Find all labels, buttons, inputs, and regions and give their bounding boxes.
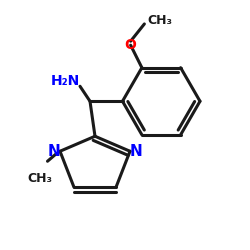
Text: CH₃: CH₃ (147, 14, 172, 28)
Text: H₂N: H₂N (50, 74, 80, 88)
Text: CH₃: CH₃ (28, 172, 52, 185)
Text: N: N (130, 144, 142, 159)
Text: O: O (125, 38, 136, 52)
Text: N: N (48, 144, 60, 159)
